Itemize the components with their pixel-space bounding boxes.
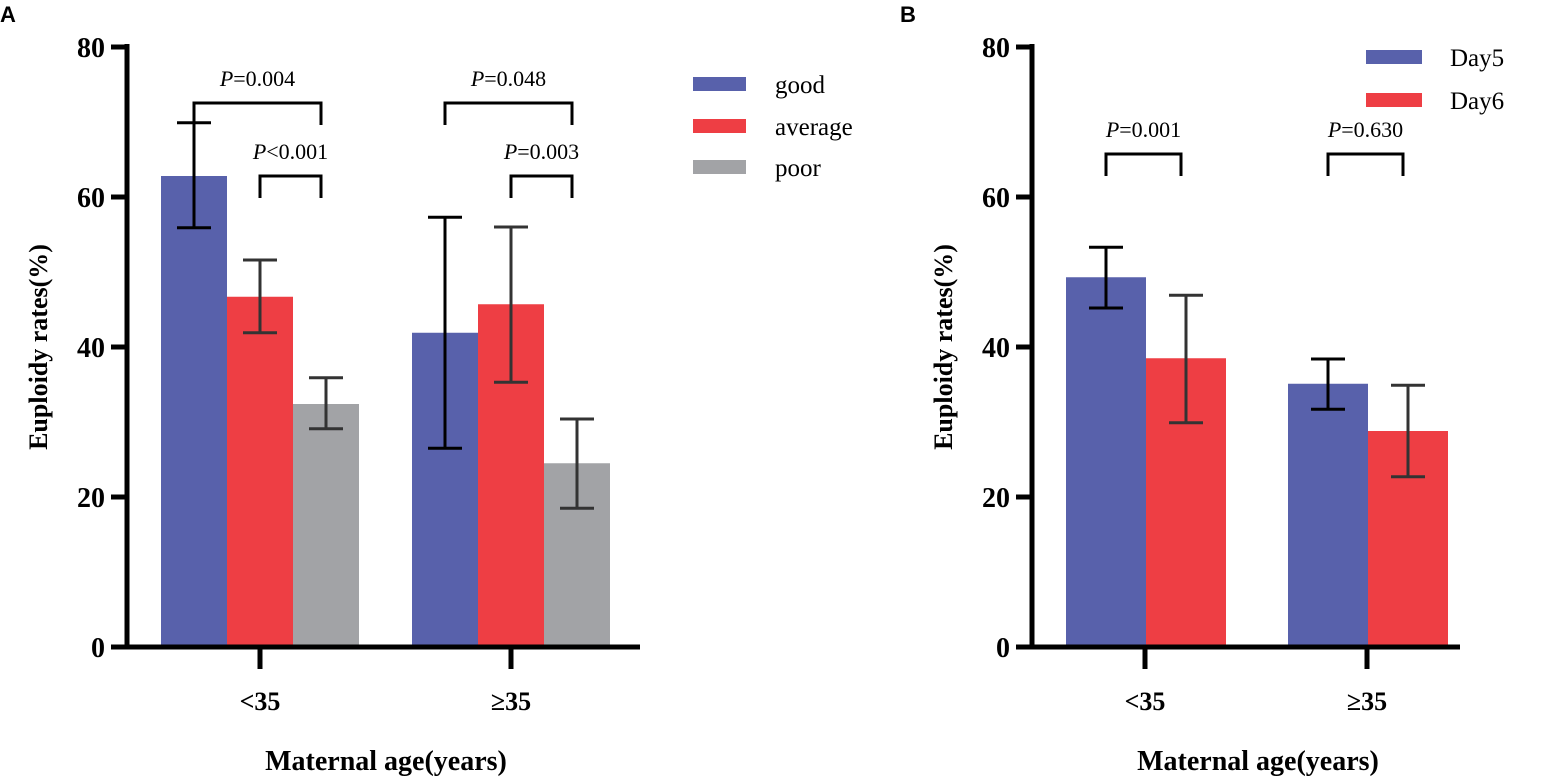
y-tick-label: 40: [77, 333, 105, 364]
y-tick-label: 80: [982, 33, 1010, 64]
error-bar: [428, 215, 462, 450]
p-symbol: P: [1327, 117, 1341, 142]
p-value-label: P=0.001: [1105, 117, 1181, 142]
p-value-label: P=0.004: [219, 66, 295, 91]
legend-label-day6: Day6: [1450, 88, 1504, 115]
legend-label-average: average: [775, 114, 853, 141]
significance-bracket: [192, 101, 323, 125]
significance-bracket: [1104, 152, 1183, 176]
y-tick-label: 60: [77, 183, 105, 214]
significance-bracket: [1326, 152, 1405, 176]
y-tick-label: 60: [982, 183, 1010, 214]
legend-label-good: good: [775, 72, 826, 99]
bar-average-0: [227, 296, 293, 647]
p-value-label: P<0.001: [252, 139, 328, 164]
significance-bracket: [509, 174, 574, 198]
error-bar: [1311, 357, 1345, 411]
panel-b: B 0 20 40 60 80 <35 ≥35 Maternal age(years) Euplo…: [900, 2, 1504, 777]
bar-poor-0: [293, 404, 359, 647]
bar-day5-0: [1066, 277, 1146, 647]
error-bar: [1391, 383, 1425, 479]
error-bar: [494, 225, 528, 384]
p-value: =0.048: [484, 66, 546, 91]
p-symbol: P: [470, 66, 484, 91]
panel-letter: A: [0, 2, 16, 27]
p-symbol: P: [219, 66, 233, 91]
y-axis-title: Euploidy rates(%): [929, 244, 958, 450]
panel-a: A 0 20 40 60 80 <35 ≥35 Maternal age(years) Euplo…: [0, 2, 853, 777]
y-axis-title: Euploidy rates(%): [24, 244, 53, 450]
bar-good-0: [161, 176, 227, 647]
y-tick-label: 20: [77, 483, 105, 514]
legend-swatch-average: [693, 119, 746, 133]
y-tick-label: 80: [77, 33, 105, 64]
error-bar: [243, 258, 277, 335]
p-value: <0.001: [266, 139, 328, 164]
x-axis-title: Maternal age(years): [1137, 746, 1379, 777]
error-bar: [309, 376, 343, 431]
significance-bracket: [443, 101, 574, 125]
x-axis-title: Maternal age(years): [265, 746, 507, 777]
p-value-label: P=0.003: [503, 139, 579, 164]
legend-swatch-day6: [1366, 93, 1422, 107]
error-bar: [560, 417, 594, 510]
p-symbol: P: [503, 139, 517, 164]
y-tick-label: 40: [982, 333, 1010, 364]
p-value: =0.003: [517, 139, 579, 164]
p-symbol: P: [1105, 117, 1119, 142]
y-tick-label: 20: [982, 483, 1010, 514]
error-bar: [1169, 293, 1203, 425]
p-value: =0.001: [1119, 117, 1181, 142]
significance-bracket: [258, 174, 323, 198]
legend-label-day5: Day5: [1450, 45, 1504, 72]
bar-day5-1: [1288, 383, 1368, 647]
legend-swatch-good: [693, 77, 746, 91]
x-tick-label: ≥35: [491, 687, 531, 716]
p-value: =0.004: [233, 66, 295, 91]
legend-swatch-day5: [1366, 50, 1422, 64]
legend-label-poor: poor: [775, 155, 822, 182]
p-value-label: P=0.048: [470, 66, 546, 91]
y-tick-label: 0: [996, 633, 1010, 664]
panel-letter: B: [900, 2, 916, 27]
legend-swatch-poor: [693, 160, 746, 174]
x-tick-label: <35: [240, 687, 281, 716]
p-value: =0.630: [1341, 117, 1403, 142]
x-tick-label: ≥35: [1347, 687, 1387, 716]
x-tick-label: <35: [1125, 687, 1166, 716]
y-tick-label: 0: [91, 633, 105, 664]
p-symbol: P: [252, 139, 266, 164]
error-bar: [1089, 245, 1123, 310]
p-value-label: P=0.630: [1327, 117, 1403, 142]
